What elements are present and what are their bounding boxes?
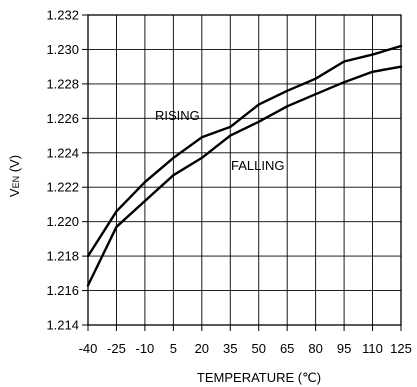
y-axis-title-main: V <box>7 188 22 197</box>
y-tick-label: 1.214 <box>46 318 79 333</box>
x-tick-label: 95 <box>337 341 351 356</box>
plot-frame <box>87 14 402 326</box>
x-tick-label: 65 <box>280 341 294 356</box>
y-axis-ticks: 1.214 1.216 1.218 1.220 1.222 1.224 1.226 1.228… <box>46 8 88 333</box>
x-tick-label: 80 <box>308 341 322 356</box>
x-tick-label: 5 <box>170 341 177 356</box>
x-tick-label: 35 <box>223 341 237 356</box>
y-axis-title: VEN (V) <box>7 155 22 197</box>
annotation-falling: FALLING <box>231 158 284 173</box>
series-lines <box>86 44 403 287</box>
y-axis-title-unit: (V) <box>7 155 22 176</box>
y-tick-label: 1.224 <box>46 145 79 160</box>
y-tick-label: 1.218 <box>46 249 79 264</box>
x-axis-title: TEMPERATURE (℃) <box>197 370 321 385</box>
x-tick-label: 125 <box>390 341 412 356</box>
annotation-rising: RISING <box>155 108 200 123</box>
x-tick-label: -40 <box>79 341 98 356</box>
y-tick-label: 1.220 <box>46 214 79 229</box>
x-axis-ticks: -40 -25 -10 5 20 35 50 65 80 95 110 125 <box>79 325 412 356</box>
y-axis-title-sub: EN <box>11 176 21 189</box>
grid <box>87 14 402 326</box>
x-tick-label: 110 <box>362 341 383 356</box>
y-tick-label: 1.230 <box>46 42 79 57</box>
x-tick-label: -25 <box>107 341 126 356</box>
x-tick-label: 50 <box>251 341 265 356</box>
y-tick-label: 1.232 <box>46 8 79 23</box>
x-tick-label: -10 <box>136 341 155 356</box>
series-line-falling <box>86 65 403 287</box>
y-tick-label: 1.226 <box>46 111 79 126</box>
y-tick-label: 1.228 <box>46 76 79 91</box>
x-tick-label: 20 <box>195 341 209 356</box>
series-line-rising <box>86 44 403 258</box>
y-tick-label: 1.216 <box>46 283 79 298</box>
y-tick-label: 1.222 <box>46 180 79 195</box>
